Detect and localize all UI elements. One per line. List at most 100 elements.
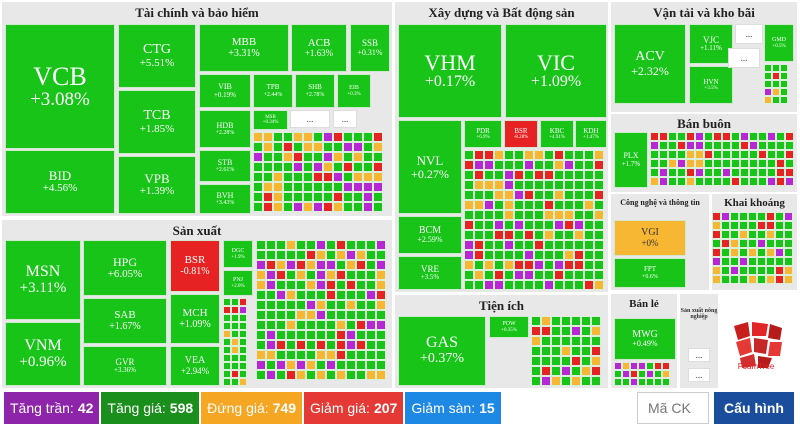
minor-stock-cell[interactable] <box>231 346 239 354</box>
minor-stock-cell[interactable] <box>273 132 283 142</box>
minor-stock-cell[interactable] <box>574 240 584 250</box>
minor-stock-cell[interactable] <box>373 172 383 182</box>
minor-stock-cell[interactable] <box>775 275 784 284</box>
minor-stock-cell[interactable] <box>740 141 749 150</box>
minor-stock-cell[interactable] <box>326 250 336 260</box>
minor-stock-cell[interactable] <box>730 248 739 257</box>
minor-stock-cell[interactable] <box>276 300 286 310</box>
minor-stock-cell[interactable] <box>504 240 514 250</box>
minor-stock-cell[interactable] <box>659 159 668 168</box>
minor-stock-cell[interactable] <box>504 170 514 180</box>
minor-stock-cell[interactable] <box>713 159 722 168</box>
minor-stock-cell[interactable] <box>551 316 561 326</box>
minor-stock-cell[interactable] <box>574 210 584 220</box>
minor-stock-cell[interactable] <box>343 192 353 202</box>
minor-stock-cell[interactable] <box>571 346 581 356</box>
minor-stock-cell[interactable] <box>356 300 366 310</box>
minor-stock-cell[interactable] <box>686 141 695 150</box>
minor-stock-cell[interactable] <box>239 362 247 370</box>
minor-stock-cell[interactable] <box>276 270 286 280</box>
minor-stock-cell[interactable] <box>695 141 704 150</box>
minor-stock-cell[interactable] <box>256 240 266 250</box>
minor-stock-cell[interactable] <box>544 220 554 230</box>
minor-stock-cell[interactable] <box>524 150 534 160</box>
minor-stock-cell[interactable] <box>564 150 574 160</box>
minor-stock-cell[interactable] <box>514 160 524 170</box>
minor-stock-cell[interactable] <box>524 190 534 200</box>
minor-stock-cell[interactable] <box>757 275 766 284</box>
minor-stock-cell[interactable] <box>293 192 303 202</box>
minor-stock-cell[interactable] <box>293 182 303 192</box>
minor-stock-cell[interactable] <box>256 320 266 330</box>
minor-stock-cell[interactable] <box>740 150 749 159</box>
minor-stock-cell[interactable] <box>336 260 346 270</box>
minor-stock-cell[interactable] <box>757 212 766 221</box>
stock-tile-fpt[interactable]: FPT +0.6% <box>614 258 686 288</box>
minor-stock-cell[interactable] <box>564 170 574 180</box>
minor-stock-cell[interactable] <box>353 182 363 192</box>
minor-stock-cell[interactable] <box>356 250 366 260</box>
minor-stock-cell[interactable] <box>296 240 306 250</box>
minor-stock-cell[interactable] <box>231 322 239 330</box>
minor-stock-cell[interactable] <box>474 210 484 220</box>
minor-stock-cell[interactable] <box>766 230 775 239</box>
minor-stock-cell[interactable] <box>353 152 363 162</box>
minor-stock-cell[interactable] <box>333 202 343 212</box>
minor-stock-cell[interactable] <box>223 354 231 362</box>
stock-tile-bid[interactable]: BID +4.56% <box>5 150 115 214</box>
minor-stock-cell[interactable] <box>253 202 263 212</box>
stock-tile-shb[interactable]: SHB +2.78% <box>295 74 335 108</box>
minor-stock-cell[interactable] <box>584 200 594 210</box>
minor-stock-cell[interactable] <box>346 280 356 290</box>
minor-stock-cell[interactable] <box>464 270 474 280</box>
minor-stock-cell[interactable] <box>256 280 266 290</box>
minor-stock-cell[interactable] <box>253 182 263 192</box>
minor-stock-cell[interactable] <box>730 221 739 230</box>
minor-stock-cell[interactable] <box>564 270 574 280</box>
minor-stock-cell[interactable] <box>758 159 767 168</box>
minor-stock-cell[interactable] <box>494 150 504 160</box>
minor-stock-cell[interactable] <box>373 162 383 172</box>
minor-stock-cell[interactable] <box>784 212 793 221</box>
minor-stock-cell[interactable] <box>343 202 353 212</box>
minor-stock-cell[interactable] <box>239 346 247 354</box>
minor-stock-cell[interactable] <box>531 316 541 326</box>
minor-stock-cell[interactable] <box>266 360 276 370</box>
minor-stock-cell[interactable] <box>306 310 316 320</box>
minor-stock-cell[interactable] <box>343 162 353 172</box>
minor-stock-cell[interactable] <box>544 210 554 220</box>
minor-stock-cell[interactable] <box>276 260 286 270</box>
minor-stock-cell[interactable] <box>654 370 662 378</box>
minor-stock-cell[interactable] <box>504 270 514 280</box>
minor-stock-cell[interactable] <box>581 366 591 376</box>
minor-stock-cell[interactable] <box>721 221 730 230</box>
minor-stock-cell[interactable] <box>303 172 313 182</box>
minor-stock-cell[interactable] <box>323 202 333 212</box>
minor-stock-cell[interactable] <box>273 142 283 152</box>
minor-stock-cell[interactable] <box>584 280 594 290</box>
minor-stock-cell[interactable] <box>353 192 363 202</box>
minor-stock-cell[interactable] <box>276 350 286 360</box>
minor-stock-cell[interactable] <box>376 240 386 250</box>
minor-stock-cell[interactable] <box>376 290 386 300</box>
stock-tile-vcb[interactable]: VCB +3.08% <box>5 24 115 149</box>
minor-stock-cell[interactable] <box>776 177 785 186</box>
minor-stock-cell[interactable] <box>366 330 376 340</box>
minor-stock-cell[interactable] <box>494 270 504 280</box>
minor-stock-cell[interactable] <box>772 64 780 72</box>
minor-stock-cell[interactable] <box>376 310 386 320</box>
minor-stock-cell[interactable] <box>766 221 775 230</box>
minor-stock-cell[interactable] <box>484 160 494 170</box>
minor-stock-cell[interactable] <box>266 240 276 250</box>
stock-tile-tcb[interactable]: TCB +1.85% <box>118 90 196 154</box>
minor-stock-cell[interactable] <box>766 257 775 266</box>
minor-stock-cell[interactable] <box>554 220 564 230</box>
minor-stock-cell[interactable] <box>764 88 772 96</box>
minor-stock-cell[interactable] <box>531 356 541 366</box>
minor-stock-cell[interactable] <box>494 210 504 220</box>
minor-stock-cell[interactable] <box>564 230 574 240</box>
minor-stock-cell[interactable] <box>758 132 767 141</box>
minor-stock-cell[interactable] <box>730 230 739 239</box>
minor-stock-cell[interactable] <box>253 152 263 162</box>
minor-stock-cell[interactable] <box>464 240 474 250</box>
